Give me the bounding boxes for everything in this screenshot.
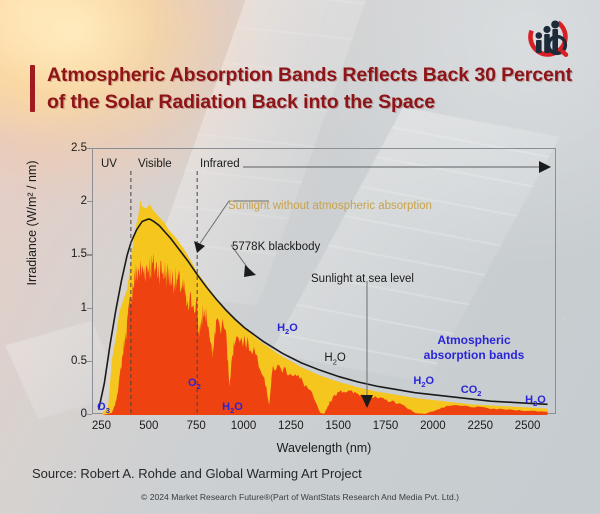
x-tick-1500: 1500 <box>325 420 351 432</box>
annotation-sunlight-sea-level: Sunlight at sea level <box>311 273 414 285</box>
chart-plot-area <box>92 148 556 415</box>
annotation-blackbody: 5778K blackbody <box>232 241 321 253</box>
y-tick-mark <box>87 360 92 362</box>
copyright-text: © 2024 Market Research Future®(Part of W… <box>140 492 460 502</box>
molecule-label-co2: CO2 <box>460 383 482 398</box>
x-tick-500: 500 <box>139 420 159 432</box>
y-tick-2.5: 2.5 <box>71 142 87 154</box>
annotation-atmospheric-absorption-bands: Atmospheric absorption bands <box>414 333 534 363</box>
y-tick-1.5: 1.5 <box>71 248 87 261</box>
market-research-future-logo <box>521 14 575 62</box>
y-tick-mark <box>87 254 92 256</box>
absorption-bands-line-2: absorption bands <box>423 348 525 362</box>
band-label-visible: Visible <box>138 158 172 170</box>
y-axis-tick-labels: 0 0.5 1 1.5 2 2.5 <box>52 142 87 420</box>
band-label-uv: UV <box>101 158 117 170</box>
x-tick-2250: 2250 <box>467 420 494 432</box>
y-tick-1: 1 <box>80 301 87 314</box>
molecule-label-h2o-2: H2O <box>277 321 298 337</box>
x-tick-2500: 2500 <box>514 420 541 432</box>
annotation-sunlight-without-absorption: Sunlight without atmospheric absorption <box>228 200 432 212</box>
molecule-label-h2o-5: H2O <box>525 394 546 409</box>
x-tick-750: 750 <box>186 420 206 432</box>
molecule-label-h2o-1: H2O <box>222 400 243 415</box>
y-tick-0.5: 0.5 <box>71 354 87 367</box>
page-title: Atmospheric Absorption Bands Reflects Ba… <box>47 64 572 113</box>
molecule-label-o2: O2 <box>188 377 201 392</box>
x-axis-title: Wavelength (nm) <box>276 441 372 455</box>
solar-spectrum-plot <box>97 161 551 415</box>
y-tick-mark <box>87 307 92 309</box>
molecule-label-h2o-3: H2O <box>324 351 346 366</box>
source-text: Source: Robert A. Rohde and Global Warmi… <box>32 466 362 481</box>
x-tick-1250: 1250 <box>278 420 304 432</box>
x-tick-1750: 1750 <box>372 420 399 432</box>
molecule-label-o3: O3 <box>97 400 110 415</box>
y-tick-mark <box>87 414 92 416</box>
y-tick-mark <box>87 201 92 203</box>
title-block: Atmospheric Absorption Bands Reflects Ba… <box>30 62 578 116</box>
x-tick-1000: 1000 <box>230 420 257 432</box>
molecule-label-h2o-4: H2O <box>413 375 435 390</box>
y-axis-title: Irradiance (W/m² / nm) <box>25 160 39 286</box>
band-label-infrared: Infrared <box>200 158 240 170</box>
y-tick-2: 2 <box>80 195 87 208</box>
x-tick-250: 250 <box>91 420 112 432</box>
x-tick-2000: 2000 <box>420 420 446 432</box>
title-accent-bar <box>30 65 35 112</box>
y-tick-mark <box>87 148 92 150</box>
absorption-bands-line-1: Atmospheric <box>437 333 511 347</box>
y-tick-0: 0 <box>80 408 87 420</box>
